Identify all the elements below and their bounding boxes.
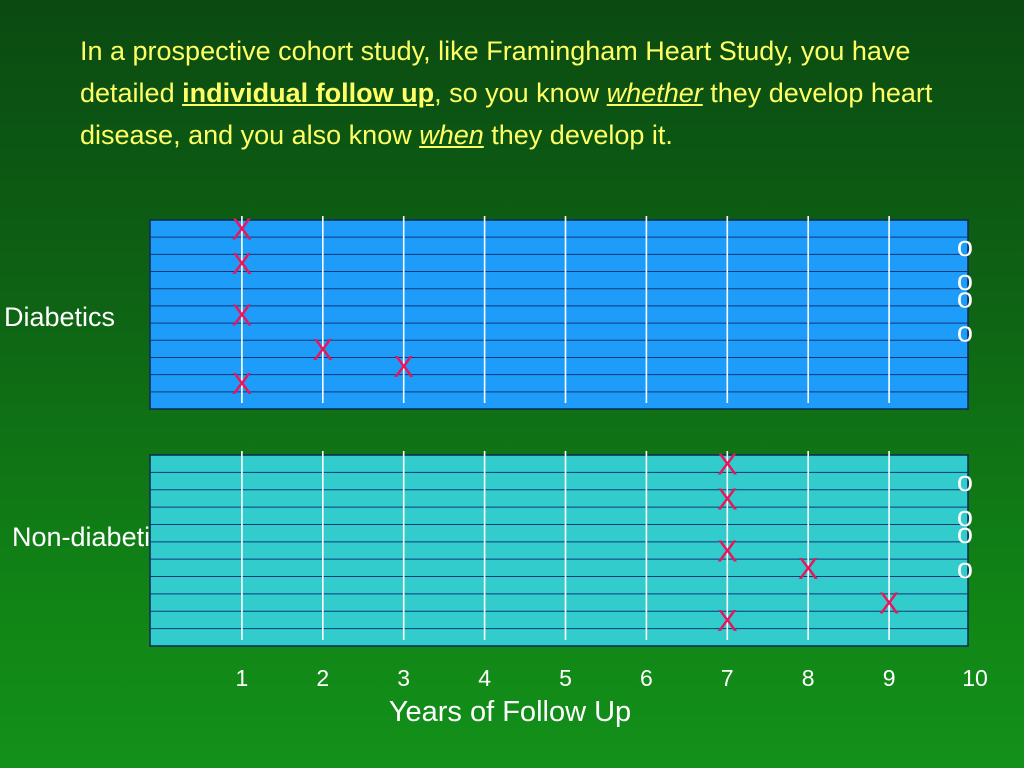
group-label-diabetics: Diabetics (4, 302, 116, 332)
censor-marker: o (957, 317, 973, 349)
year-tick-label: 6 (640, 665, 653, 691)
year-tick-label: 3 (397, 665, 410, 691)
intro-text-part: , so you know (434, 78, 607, 108)
year-tick-label: 10 (962, 665, 988, 691)
censor-marker: o (957, 265, 973, 297)
event-marker: X (717, 481, 738, 516)
x-axis-title: Years of Follow Up (388, 696, 632, 728)
censor-marker: o (957, 466, 973, 498)
year-tick-label: 1 (236, 665, 249, 691)
year-tick-label: 7 (721, 665, 734, 691)
intro-text: In a prospective cohort study, like Fram… (80, 30, 960, 156)
event-marker: X (232, 366, 253, 401)
event-marker: X (312, 332, 333, 367)
emphasis-when: when (419, 120, 484, 150)
event-marker: X (798, 551, 819, 586)
event-marker: X (717, 534, 738, 569)
year-tick-label: 2 (316, 665, 329, 691)
intro-text-part: In a prospective cohort study, like Fram… (80, 36, 911, 108)
censor-marker: o (957, 518, 973, 550)
censor-marker: o (957, 501, 973, 533)
censor-marker: o (957, 282, 973, 314)
event-marker: X (232, 246, 253, 281)
panel-diabetics (149, 219, 969, 410)
intro-text-part: they develop heart disease, and you also… (80, 78, 933, 150)
year-tick-label: 4 (478, 665, 491, 691)
panel-non-diabetics (149, 454, 969, 647)
censor-marker: o (957, 231, 973, 263)
event-marker: X (879, 586, 900, 621)
year-tick-label: 5 (559, 665, 572, 691)
event-marker: X (717, 603, 738, 638)
emphasis-whether: whether (606, 78, 703, 108)
event-marker: X (232, 212, 253, 247)
censor-marker: o (957, 553, 973, 585)
event-marker: X (717, 447, 738, 482)
event-marker: X (232, 298, 253, 333)
emphasis-individual-follow-up: individual follow up (182, 78, 435, 108)
event-marker: X (393, 349, 414, 384)
year-tick-label: 8 (802, 665, 815, 691)
year-tick-label: 9 (883, 665, 896, 691)
intro-text-part: they develop it. (483, 120, 673, 150)
